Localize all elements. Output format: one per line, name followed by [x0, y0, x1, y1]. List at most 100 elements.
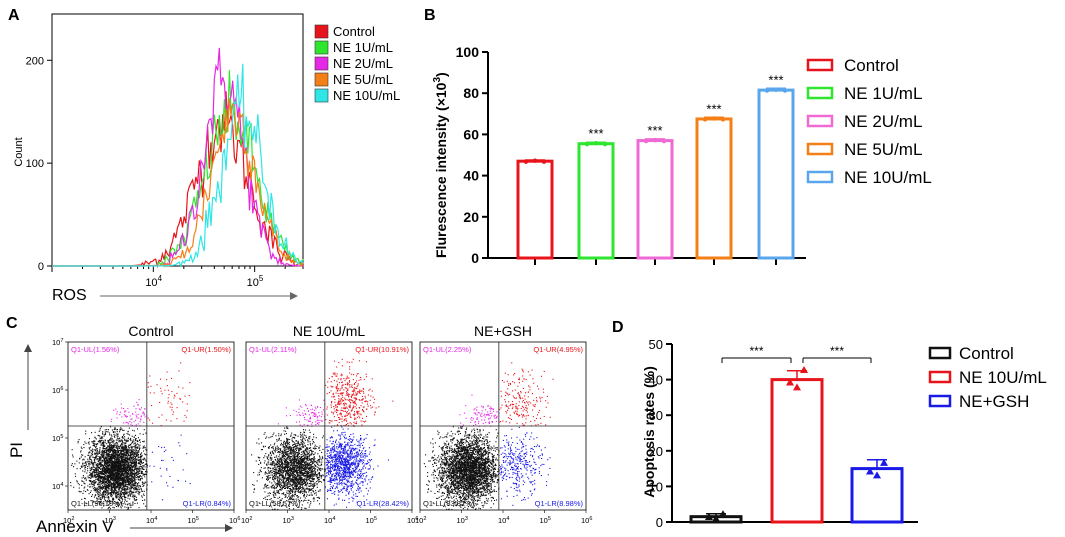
dot-ll — [121, 450, 123, 452]
dot-ll — [288, 449, 290, 451]
dot-ll — [140, 488, 142, 490]
dot-ll — [308, 464, 310, 466]
dot-ur — [184, 414, 186, 416]
dot-ll — [113, 465, 115, 467]
dot-ll — [107, 479, 109, 481]
dot-ll — [128, 468, 130, 470]
dot-ll — [95, 469, 97, 471]
dot-ll — [86, 489, 88, 491]
dot-ll — [137, 459, 139, 461]
dot-ll — [140, 453, 142, 455]
dot-ll — [106, 429, 108, 431]
dot-ll — [282, 477, 284, 479]
dot-ll — [98, 464, 100, 466]
dot-ll — [115, 492, 117, 494]
dot-ll — [122, 468, 124, 470]
dot-ll — [315, 475, 317, 477]
dot-ll — [135, 466, 137, 468]
dot-ul — [110, 420, 112, 422]
dot-ll — [107, 498, 109, 500]
dot-ll — [305, 449, 307, 451]
dot-ll — [140, 457, 142, 459]
dot-ll — [124, 472, 126, 474]
dot-ll — [306, 464, 308, 466]
dot-ll — [315, 471, 317, 473]
dot-ll — [106, 452, 108, 454]
dot-ll — [114, 473, 116, 475]
dot-ll — [107, 456, 109, 458]
dot-ll — [119, 483, 121, 485]
dot-ll — [126, 480, 128, 482]
dot-ll — [142, 474, 144, 476]
dot-ll — [131, 504, 133, 506]
dot-ll — [128, 476, 130, 478]
dot-ll — [96, 464, 98, 466]
dot-ll — [139, 464, 141, 466]
dot-ur — [171, 377, 173, 379]
dot-ll — [120, 457, 122, 459]
dot-ll — [121, 478, 123, 480]
dot-ul — [142, 411, 144, 413]
dot-ll — [289, 473, 291, 475]
dot-ll — [256, 442, 258, 444]
dot-ll — [133, 497, 135, 499]
dot-ll — [310, 453, 312, 455]
dot-ll — [282, 451, 284, 453]
dot-ll — [296, 445, 298, 447]
dot-ll — [129, 459, 131, 461]
dot-ll — [107, 500, 109, 502]
dot-ll — [120, 466, 122, 468]
dot-ll — [105, 472, 107, 474]
dot-ur — [167, 397, 169, 399]
dot-ll — [277, 462, 279, 464]
dot-ll — [125, 455, 127, 457]
dot-ll — [123, 442, 125, 444]
dot-ll — [138, 444, 140, 446]
dot-ll — [120, 463, 122, 465]
dot-ll — [127, 438, 129, 440]
dot-ll — [99, 461, 101, 463]
dot-ll — [140, 478, 142, 480]
dot-ll — [101, 488, 103, 490]
dot-ll — [114, 450, 116, 452]
dot-ll — [123, 484, 125, 486]
dot-ll — [123, 455, 125, 457]
dot-ll — [143, 441, 145, 443]
dot-ll — [94, 450, 96, 452]
dot-ll — [286, 478, 288, 480]
dot-ll — [263, 433, 265, 435]
dot-ll — [265, 472, 267, 474]
significance-label: *** — [768, 72, 783, 87]
dot-ll — [97, 482, 99, 484]
dot-ll — [94, 469, 96, 471]
dot-ll — [98, 435, 100, 437]
quadrant-lr-label: Q1-LR(0.84%) — [183, 499, 232, 508]
dot-ll — [93, 440, 95, 442]
dot-ll — [287, 482, 289, 484]
dot-ll — [288, 492, 290, 494]
dot-ll — [276, 476, 278, 478]
dot-ll — [91, 475, 93, 477]
dot-ll — [134, 476, 136, 478]
dot-ll — [124, 453, 126, 455]
dot-ll — [273, 504, 275, 506]
dot-ll — [126, 451, 128, 453]
dot-ll — [129, 472, 131, 474]
dot-ll — [115, 479, 117, 481]
y-tick-exp: 4 — [60, 482, 63, 488]
dot-ll — [130, 481, 132, 483]
dot-ll — [96, 453, 98, 455]
dot-ll — [119, 473, 121, 475]
dot-ll — [101, 465, 103, 467]
dot-ll — [275, 459, 277, 461]
dot-ll — [303, 460, 305, 462]
dot-ll — [118, 458, 120, 460]
dot-ll — [113, 503, 115, 505]
dot-ll — [284, 476, 286, 478]
dot-ll — [91, 432, 93, 434]
dot-ll — [279, 482, 281, 484]
dot-ll — [71, 463, 73, 465]
dot-ll — [113, 487, 115, 489]
dot-ll — [114, 475, 116, 477]
dot-ll — [112, 498, 114, 500]
